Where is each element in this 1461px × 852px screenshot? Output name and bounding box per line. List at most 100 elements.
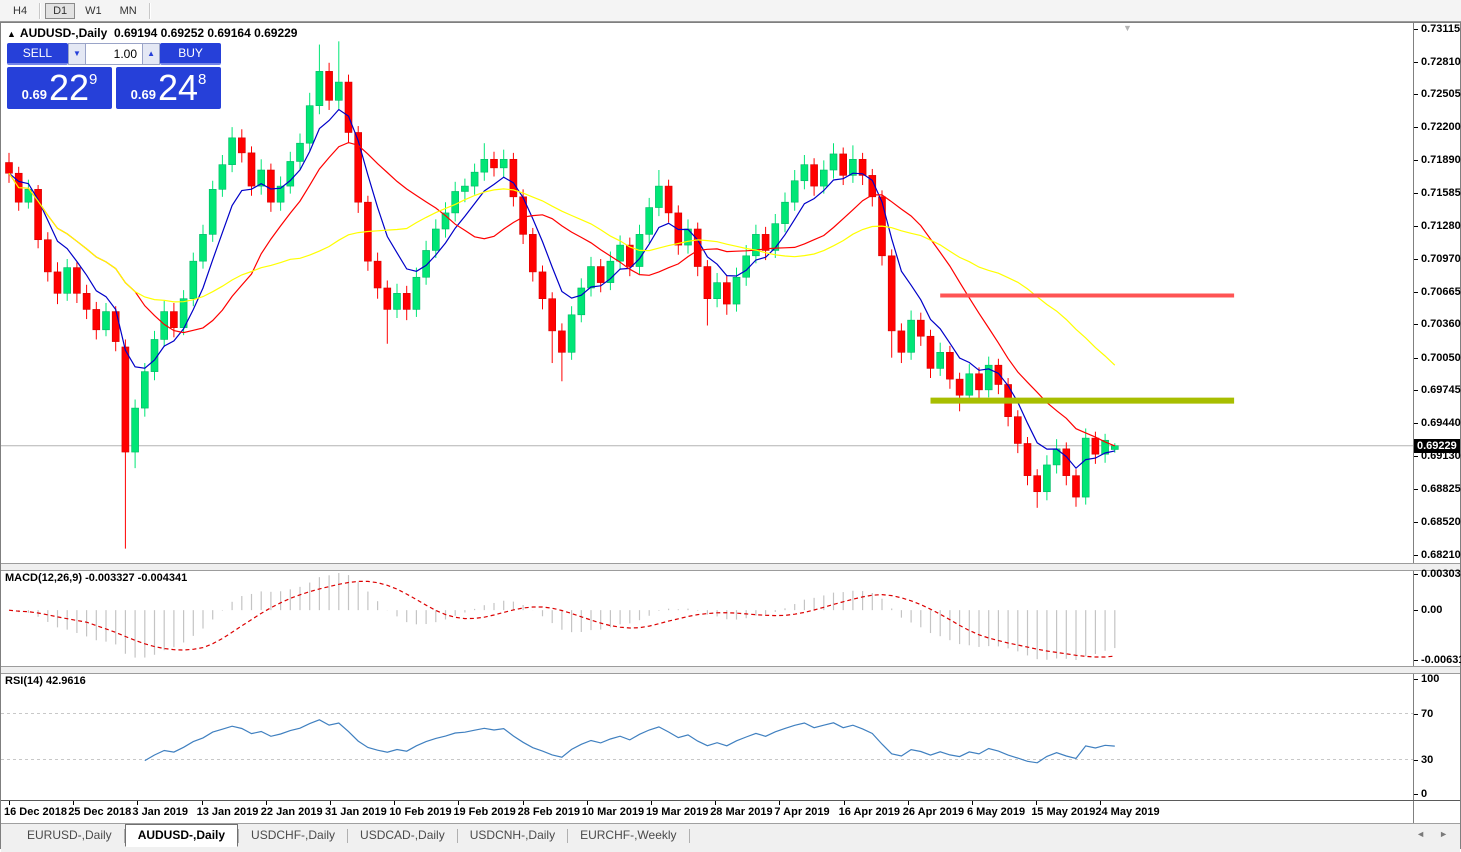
panel-divider[interactable]	[1, 666, 1460, 674]
candle-body	[588, 267, 595, 288]
date-tick	[715, 801, 716, 805]
buy-button[interactable]: BUY	[160, 43, 221, 65]
date-tick	[908, 801, 909, 805]
buy-price-display[interactable]: 0.69 24 8	[116, 67, 221, 109]
rsi-tick-label: 0	[1421, 788, 1427, 800]
tab-usdcaddaily[interactable]: USDCAD-,Daily	[348, 825, 457, 846]
candle-body	[141, 372, 148, 408]
sell-button[interactable]: SELL	[7, 43, 68, 65]
candle-body	[801, 165, 808, 181]
date-tick	[844, 801, 845, 805]
candle-body	[1073, 476, 1080, 497]
date-tick	[779, 801, 780, 805]
tab-eurusddaily[interactable]: EURUSD-,Daily	[15, 825, 124, 846]
macd-scale[interactable]: 0.0030350.00-0.006311	[1413, 571, 1460, 666]
candle-body	[655, 186, 662, 207]
ma-fast-line	[9, 110, 1115, 469]
candle-body	[733, 277, 740, 304]
tab-usdcnhdaily[interactable]: USDCNH-,Daily	[458, 825, 567, 846]
price-tick-label: 0.68210	[1421, 549, 1461, 561]
macd-histogram	[9, 573, 1115, 660]
candle-body	[219, 165, 226, 190]
candle-body	[578, 288, 585, 315]
timeframe-d1-button[interactable]: D1	[45, 3, 75, 19]
buy-price-prefix: 0.69	[131, 87, 156, 102]
volume-increase-button[interactable]: ▲	[142, 43, 160, 65]
tab-usdchfdaily[interactable]: USDCHF-,Daily	[239, 825, 347, 846]
scale-tick	[1414, 555, 1418, 556]
date-tick	[202, 801, 203, 805]
candle-body	[1082, 438, 1089, 497]
macd-tick-label: 0.003035	[1421, 568, 1461, 580]
scale-tick	[1414, 760, 1418, 761]
price-tick-label: 0.70360	[1421, 318, 1461, 330]
rsi-plot[interactable]: RSI(14) 42.9616	[1, 674, 1414, 800]
date-tick	[523, 801, 524, 805]
scale-tick	[1414, 358, 1418, 359]
date-label: 22 Jan 2019	[261, 806, 323, 818]
scale-tick	[1414, 610, 1418, 611]
candle-body	[898, 331, 905, 352]
date-tick	[266, 801, 267, 805]
main-chart-panel: ▲AUDUSD-,Daily 0.69194 0.69252 0.69164 0…	[1, 23, 1460, 563]
scale-tick	[1414, 94, 1418, 95]
volume-decrease-button[interactable]: ▼	[68, 43, 86, 65]
candle-body	[1043, 465, 1050, 492]
price-tick-label: 0.71585	[1421, 187, 1461, 199]
date-label: 25 Dec 2018	[68, 806, 131, 818]
date-label: 13 Jan 2019	[197, 806, 259, 818]
volume-input[interactable]	[86, 43, 142, 65]
date-tick	[1036, 801, 1037, 805]
scale-tick	[1414, 127, 1418, 128]
candle-body	[811, 165, 818, 186]
tab-audusddaily[interactable]: AUDUSD-,Daily	[125, 824, 238, 847]
symbol-dropdown-icon[interactable]: ▲	[7, 29, 16, 39]
candle-body	[946, 352, 953, 379]
candle-body	[73, 268, 80, 294]
candle-body	[432, 229, 439, 250]
candle-body	[423, 250, 430, 277]
candle-body	[908, 320, 915, 352]
scroll-to-end-icon[interactable]: ▼	[1123, 23, 1132, 33]
timeframe-w1-button[interactable]: W1	[77, 3, 110, 19]
candle-body	[93, 309, 100, 329]
timeframe-mn-button[interactable]: MN	[112, 3, 145, 19]
candle-body	[471, 172, 478, 186]
candle-body	[995, 365, 1002, 384]
date-tick	[394, 801, 395, 805]
date-label: 16 Dec 2018	[4, 806, 67, 818]
tabs-scroll-right-icon[interactable]: ►	[1439, 829, 1448, 839]
sell-price-display[interactable]: 0.69 22 9	[7, 67, 112, 109]
candle-body	[170, 312, 177, 328]
macd-plot[interactable]: MACD(12,26,9) -0.003327 -0.004341	[1, 571, 1414, 666]
date-label: 28 Mar 2019	[710, 806, 772, 818]
candle-body	[403, 293, 410, 309]
candle-body	[238, 138, 245, 153]
scale-tick	[1414, 390, 1418, 391]
candle-body	[830, 154, 837, 170]
date-label: 16 Apr 2019	[839, 806, 900, 818]
price-tick-label: 0.72505	[1421, 88, 1461, 100]
timeframe-h4-button[interactable]: H4	[5, 3, 35, 19]
rsi-tick-label: 70	[1421, 708, 1433, 720]
candle-body	[44, 240, 51, 272]
candle-body	[64, 268, 71, 294]
candle-body	[132, 408, 139, 452]
price-tick-label: 0.71280	[1421, 220, 1461, 232]
candle-body	[306, 106, 313, 144]
macd-label: MACD(12,26,9) -0.003327 -0.004341	[5, 572, 187, 584]
candle-body	[762, 234, 769, 250]
sell-price-big: 22	[49, 68, 89, 108]
tabs-scroll-left-icon[interactable]: ◄	[1416, 829, 1425, 839]
date-label: 6 May 2019	[967, 806, 1025, 818]
date-label: 31 Jan 2019	[325, 806, 387, 818]
tab-eurchfweekly[interactable]: EURCHF-,Weekly	[568, 825, 688, 846]
main-chart-plot[interactable]: ▲AUDUSD-,Daily 0.69194 0.69252 0.69164 0…	[1, 23, 1414, 563]
scale-tick	[1414, 29, 1418, 30]
panel-divider[interactable]	[1, 563, 1460, 571]
toolbar-separator	[39, 3, 41, 19]
